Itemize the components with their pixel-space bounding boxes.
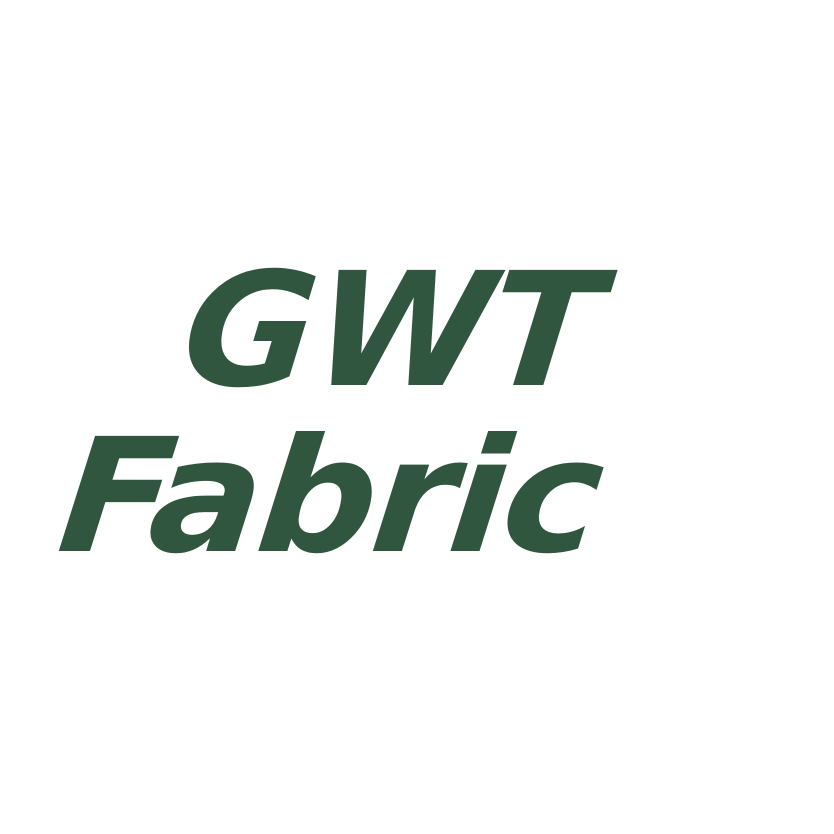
logo-line-fabric: Fabric xyxy=(51,405,609,589)
logo-line-gwt: GWT xyxy=(174,239,609,423)
